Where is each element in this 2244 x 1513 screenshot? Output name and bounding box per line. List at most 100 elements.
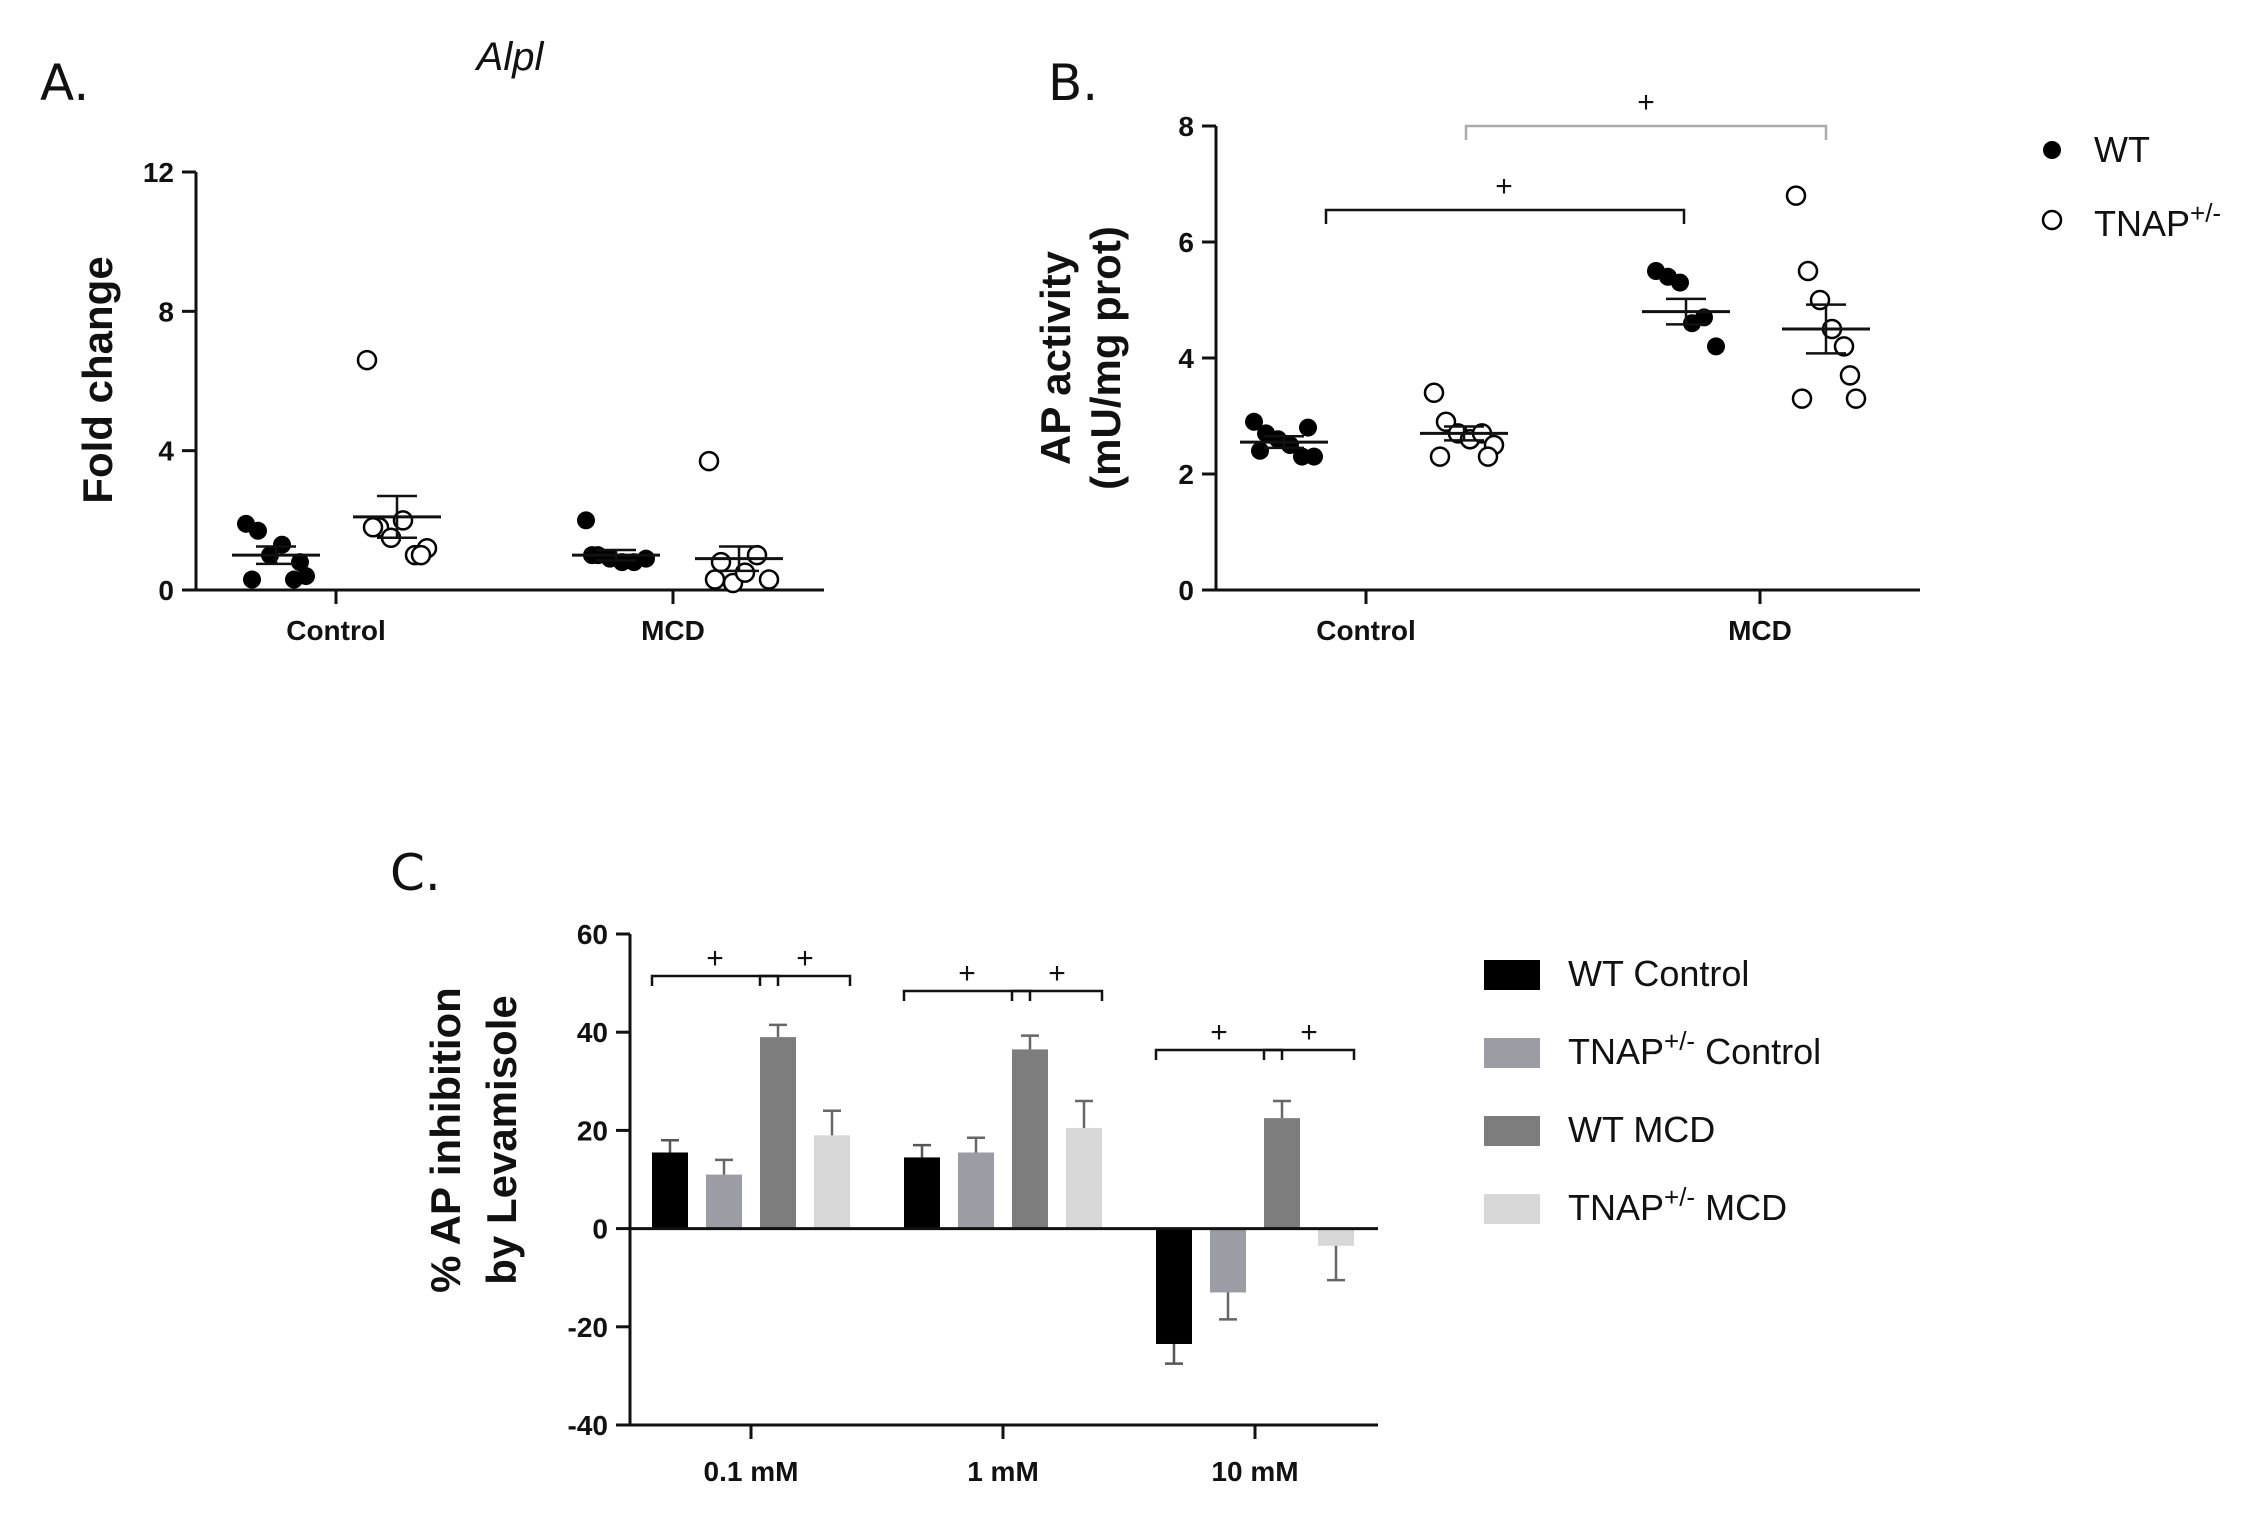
significance-label: + (958, 957, 976, 990)
y-tick-label: 4 (1178, 343, 1194, 374)
bar-wt-mcd (1012, 1049, 1048, 1229)
bar-tnap-mcd (1066, 1127, 1102, 1229)
data-point-wt (1671, 273, 1689, 292)
data-point-tnap- (704, 569, 726, 590)
legend-label: TNAP+/- MCD (1568, 1182, 1787, 1228)
data-point-tnap- (1797, 260, 1819, 282)
data-point-wt (637, 549, 655, 568)
panel-b-letter: B. (1048, 54, 1098, 112)
data-point-tnap- (410, 544, 432, 566)
y-tick-label: 6 (1178, 227, 1194, 258)
y-tick-label: 0 (1178, 575, 1194, 606)
x-tick-label: 10 mM (1211, 1456, 1298, 1487)
data-point-tnap- (734, 562, 756, 583)
y-tick-label: 12 (143, 157, 174, 188)
data-point-tnap- (1477, 446, 1499, 467)
data-point-wt (1707, 337, 1725, 356)
data-point-tnap- (1833, 336, 1855, 357)
y-tick-label: 8 (158, 296, 174, 327)
y-tick-label: 0 (158, 575, 174, 606)
significance-bracket (1324, 208, 1686, 224)
significance-label: + (1495, 170, 1513, 203)
data-point-wt (1305, 447, 1323, 466)
data-point-wt (291, 553, 309, 572)
significance-bracket (902, 989, 1032, 1001)
significance-label: + (1300, 1016, 1318, 1049)
data-point-tnap- (1423, 382, 1445, 404)
legend-swatch (1484, 1116, 1540, 1146)
bar-tnap-control (1210, 1228, 1246, 1293)
significance-bracket (1464, 124, 1828, 140)
y-tick-label: 20 (577, 1115, 608, 1146)
legend-swatch (1484, 960, 1540, 990)
legend-marker-wt (2043, 141, 2061, 159)
y-tick-label: 60 (577, 919, 608, 950)
significance-bracket (1154, 1048, 1284, 1060)
significance-label: + (1210, 1016, 1228, 1049)
y-tick-label: -20 (568, 1312, 608, 1343)
panel-c: C. % AP inhibition by Levamisole -40 -20 0… (390, 844, 1821, 1487)
data-point-tnap- (1839, 365, 1861, 386)
x-tick-label: MCD (641, 615, 705, 646)
data-point-tnap- (758, 569, 780, 590)
legend-label: WT MCD (1568, 1109, 1715, 1150)
data-point-wt (1281, 436, 1299, 454)
legend-label: WT Control (1568, 953, 1749, 994)
bar-tnap-control (958, 1152, 994, 1229)
y-tick-label: 2 (1178, 459, 1194, 490)
data-point-wt (577, 511, 595, 530)
panel-a: A. Alpl Fold change 0 4 8 12 Control MCD (40, 35, 824, 646)
significance-bracket (1262, 1048, 1356, 1060)
data-point-tnap- (1791, 388, 1813, 409)
panel-a-title: Alpl (475, 35, 545, 79)
bar-wt-mcd (1264, 1118, 1300, 1229)
legend-marker-tnap (2041, 209, 2063, 231)
panel-b-ylabel: AP activity (1032, 250, 1079, 465)
legend-label: TNAP+/- Control (1568, 1026, 1821, 1072)
data-point-tnap- (1845, 388, 1867, 409)
data-point-tnap- (356, 349, 378, 371)
data-point-tnap- (710, 551, 732, 573)
data-point-wt (1245, 412, 1263, 431)
data-point-wt (243, 570, 261, 589)
x-tick-label: 0.1 mM (704, 1456, 799, 1487)
significance-bracket (758, 974, 852, 986)
data-point-tnap- (698, 450, 720, 472)
bar-wt-mcd (760, 1037, 796, 1229)
panel-a-letter: A. (40, 54, 89, 112)
legend-swatch (1484, 1038, 1540, 1068)
bar-tnap-mcd (1318, 1228, 1354, 1246)
panel-a-ylabel: Fold change (74, 256, 121, 503)
significance-bracket (650, 974, 780, 986)
panel-c-ylabel2: by Levamisole (478, 995, 525, 1284)
significance-label: + (1048, 957, 1066, 990)
significance-label: + (1637, 86, 1655, 119)
data-point-tnap- (362, 517, 384, 538)
x-tick-label: MCD (1728, 615, 1792, 646)
panel-b: B. AP activity (mU/mg prot) 0 2 4 6 8 Control… (1032, 54, 2221, 646)
data-point-wt (1299, 418, 1317, 437)
data-point-tnap- (746, 544, 768, 566)
bar-wt-control (904, 1157, 940, 1229)
legend-swatch (1484, 1194, 1540, 1224)
data-point-tnap- (1429, 446, 1451, 467)
data-point-wt (249, 521, 267, 540)
x-tick-label: Control (1316, 615, 1416, 646)
panel-b-ylabel2: (mU/mg prot) (1082, 226, 1129, 490)
y-tick-label: -40 (568, 1410, 608, 1441)
bar-tnap-control (706, 1174, 742, 1229)
panel-c-ylabel: % AP inhibition (422, 987, 469, 1293)
bar-tnap-mcd (814, 1135, 850, 1229)
legend-label: TNAP+/- (2094, 198, 2221, 244)
data-point-tnap- (1785, 185, 1807, 206)
data-point-wt (273, 535, 291, 554)
significance-label: + (796, 942, 814, 975)
legend-label: WT (2094, 129, 2150, 170)
data-point-wt (1251, 441, 1269, 460)
significance-label: + (706, 942, 724, 975)
x-tick-label: Control (286, 615, 386, 646)
y-tick-label: 0 (592, 1214, 608, 1245)
panel-c-letter: C. (390, 844, 441, 902)
significance-bracket (1010, 989, 1104, 1001)
bar-wt-control (1156, 1228, 1192, 1344)
